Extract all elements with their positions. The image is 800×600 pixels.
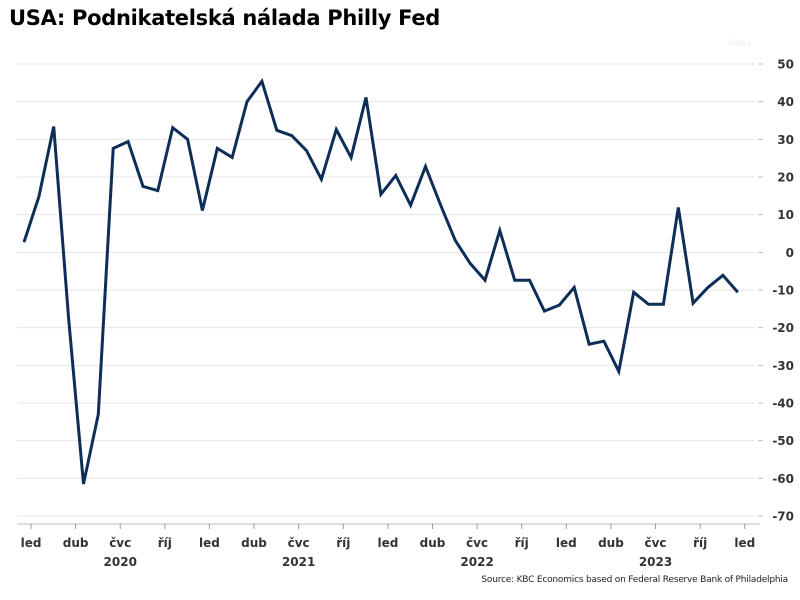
- y-tick-label: -50: [772, 434, 794, 448]
- chart-title: USA: Podnikatelská nálada Philly Fed: [9, 6, 441, 30]
- x-tick-label: říj: [693, 536, 707, 550]
- x-tick-label: led: [556, 536, 577, 550]
- x-year-label: 2021: [282, 555, 315, 569]
- y-tick-label: 0: [786, 246, 794, 260]
- x-tick-label: dub: [420, 536, 446, 550]
- x-tick-label: dub: [241, 536, 267, 550]
- y-tick-label: -30: [772, 359, 794, 373]
- y-tick-label: 10: [777, 208, 794, 222]
- y-tick-label: 40: [777, 95, 794, 109]
- y-tick-label: 30: [777, 133, 794, 147]
- gridlines: [17, 63, 755, 517]
- x-tick-label: čvc: [645, 536, 667, 550]
- y-axis: index 50 40 30 20 10 0 -10 -20 -30 -40 -50 -60 -70: [728, 39, 794, 524]
- x-tick-label: čvc: [109, 536, 131, 550]
- source-note: Source: KBC Economics based on Federal R…: [481, 575, 788, 585]
- x-axis: led dub čvc říj led dub čvc říj led dub čvc říj led d…: [17, 523, 760, 569]
- y-tick-label: 20: [777, 171, 794, 185]
- y-tick-label: -70: [772, 510, 794, 524]
- x-tick-label: dub: [63, 536, 89, 550]
- series-line: [22, 77, 739, 485]
- y-tick-label: -20: [772, 321, 794, 335]
- x-tick-label: říj: [158, 536, 172, 550]
- y-tick-label: -10: [772, 284, 794, 298]
- x-year-label: 2023: [639, 555, 672, 569]
- y-tick-label: -60: [772, 472, 794, 486]
- series-layer: [22, 77, 739, 485]
- x-tick-label: říj: [336, 536, 350, 550]
- y-tick-label: -40: [772, 397, 794, 411]
- x-year-label: 2020: [104, 555, 137, 569]
- x-tick-label: říj: [515, 536, 529, 550]
- x-tick-label: čvc: [288, 536, 310, 550]
- x-tick-label: čvc: [466, 536, 488, 550]
- x-tick-label: led: [377, 536, 398, 550]
- x-tick-label: dub: [598, 536, 624, 550]
- y-axis-unit-label: index: [728, 39, 753, 49]
- x-tick-label: led: [734, 536, 755, 550]
- y-tick-label: 50: [777, 58, 794, 72]
- x-tick-label: led: [199, 536, 220, 550]
- x-tick-label: led: [21, 536, 42, 550]
- x-year-label: 2022: [460, 555, 493, 569]
